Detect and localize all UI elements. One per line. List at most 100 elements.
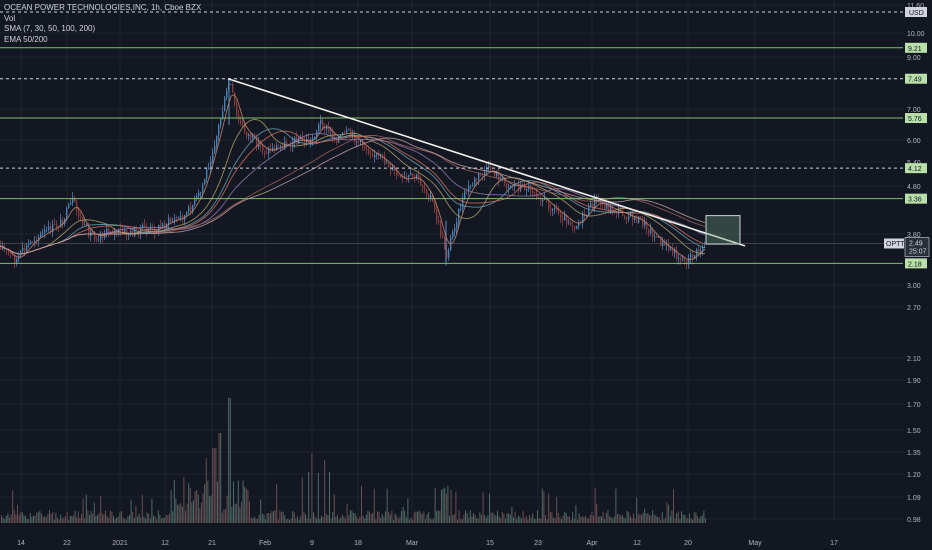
candle-body: [342, 132, 344, 136]
volume-bar: [548, 493, 550, 523]
volume-bar: [661, 512, 663, 523]
candle-body: [374, 155, 376, 157]
trendline[interactable]: [227, 77, 746, 247]
volume-bar: [129, 515, 130, 523]
candle-body: [86, 224, 88, 226]
candle-body: [570, 222, 572, 226]
volume-bar: [685, 517, 687, 523]
candle-body: [412, 173, 414, 176]
volume-bar: [423, 511, 425, 523]
y-tick-label: 4.80: [907, 184, 921, 191]
volume-bar: [557, 512, 559, 523]
candle-body: [434, 201, 436, 210]
candle-body: [660, 236, 662, 246]
candle-body: [692, 254, 694, 259]
volume-bar: [311, 453, 313, 523]
candle-body: [318, 124, 320, 132]
candle-body: [190, 206, 192, 212]
legend-sma[interactable]: SMA (7, 30, 50, 100, 200): [4, 24, 96, 33]
candle-body: [608, 203, 610, 211]
volume-bar: [362, 515, 364, 523]
volume-bar: [359, 516, 361, 523]
volume-bar: [631, 518, 633, 523]
volume-bar: [604, 518, 606, 523]
legend-title: OCEAN POWER TECHNOLOGIES,INC, 1h, Cboe B…: [4, 3, 202, 12]
volume-bar: [444, 487, 446, 523]
volume-bar: [428, 511, 430, 523]
volume-bar: [521, 518, 522, 523]
volume-bar: [692, 519, 694, 523]
volume-bar: [609, 516, 610, 523]
candle-body: [388, 162, 390, 168]
volume-bar: [620, 515, 622, 523]
volume-bar: [655, 515, 657, 523]
volume-bar: [477, 518, 479, 523]
candle-body: [72, 197, 74, 203]
volume-bar: [540, 518, 542, 523]
candle-body: [242, 122, 244, 126]
volume-bar: [258, 514, 260, 523]
y-tick-label: 2.10: [907, 356, 921, 363]
volume-bar: [565, 513, 567, 523]
volume-bar: [125, 519, 127, 523]
volume-bar: [637, 514, 639, 523]
volume-bar: [45, 517, 47, 523]
volume-bar: [338, 519, 340, 523]
volume-bar: [149, 518, 151, 523]
volume-bar: [597, 516, 599, 523]
volume-bar: [34, 515, 36, 523]
volume-bar: [460, 518, 462, 523]
volume-bar: [263, 514, 265, 523]
volume-bar: [385, 511, 386, 523]
x-tick-label: 12: [633, 540, 641, 547]
projection-box[interactable]: [705, 215, 741, 245]
volume-bar: [74, 510, 76, 523]
volume-bar: [588, 518, 590, 523]
candle-body: [636, 216, 638, 223]
volume-bar: [31, 516, 33, 523]
volume-bar: [645, 513, 647, 523]
volume-bar: [425, 519, 426, 523]
y-tick-label: 1.09: [907, 495, 921, 502]
volume-bar: [228, 398, 230, 523]
legend-ema[interactable]: EMA 50/200: [4, 34, 48, 44]
candle-body: [176, 218, 178, 220]
candle-body: [20, 250, 22, 256]
candle-body: [194, 198, 196, 205]
volume-bar: [442, 488, 444, 523]
volume-bar: [564, 511, 566, 523]
candle-body: [354, 132, 356, 143]
candle-body: [92, 231, 94, 235]
volume-bar: [103, 514, 105, 523]
volume-bar: [290, 518, 292, 523]
candle-body: [94, 234, 96, 240]
volume-bar: [324, 460, 326, 523]
chart-legend: OCEAN POWER TECHNOLOGIES,INC, 1h, Cboe B…: [4, 3, 201, 45]
volume-bar: [18, 514, 20, 523]
candle-body: [254, 135, 256, 137]
volume-bar: [257, 519, 258, 523]
volume-bar: [370, 513, 372, 523]
candle-body: [624, 216, 626, 218]
time-axis[interactable]: 14 22 2021 12 21 Feb 9 18 Mar 15 23 Apr 12 20 May 17: [0, 532, 932, 550]
candle-body: [338, 136, 340, 143]
price-axis[interactable]: 11.6010.009.008.007.006.005.404.803.803.…: [903, 0, 932, 532]
volume-bar: [503, 513, 505, 523]
volume-bar: [500, 518, 502, 523]
candle-body: [210, 161, 212, 168]
volume-bar: [357, 518, 359, 523]
volume-bar: [693, 512, 695, 523]
candle-body: [566, 214, 568, 224]
candle-body: [522, 184, 524, 186]
candle-body: [492, 170, 494, 172]
volume-bar: [330, 518, 332, 523]
volume-bar: [434, 488, 436, 523]
volume-bar: [114, 519, 116, 523]
volume-bar: [241, 501, 242, 523]
candle-body: [568, 222, 570, 224]
candle-body: [654, 236, 656, 238]
volume-bar: [591, 511, 593, 523]
volume-bar: [164, 517, 166, 523]
currency-badge[interactable]: [905, 7, 927, 17]
